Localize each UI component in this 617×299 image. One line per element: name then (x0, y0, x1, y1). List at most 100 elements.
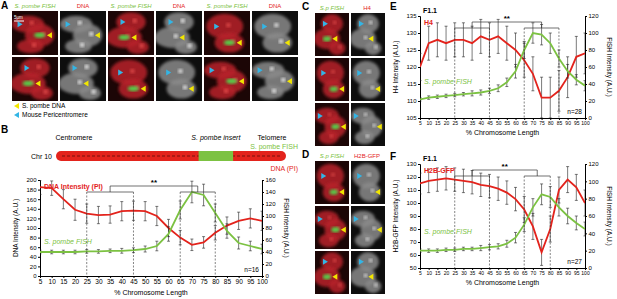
error-bar-cap (566, 64, 569, 65)
fish-signal (331, 124, 339, 129)
tick: 60 (410, 252, 420, 258)
error-bar-cap (497, 248, 500, 249)
chromocenter (130, 69, 134, 73)
tick-label: 15 (60, 278, 68, 285)
error-bar-cap (584, 235, 586, 236)
chromocenter (331, 173, 334, 176)
axis-yticks: 105110115120125130135 (406, 13, 420, 121)
nucleus (319, 234, 339, 248)
tick-label: 70 (531, 120, 537, 126)
tick-label: 35 (470, 120, 476, 126)
error-bar-cap (505, 78, 508, 79)
tick: 30 (461, 118, 467, 126)
tick: 50 (496, 268, 502, 276)
error-bar-cap (497, 200, 500, 201)
arrowhead (287, 78, 292, 84)
tick: 90 (565, 268, 571, 276)
error-bar-cap (436, 95, 439, 96)
error-bar-cap (479, 19, 482, 20)
tick: 90 (236, 276, 244, 285)
merged-image (204, 57, 250, 101)
range-boundary (215, 192, 216, 276)
tick-label: 95 (574, 120, 580, 126)
tick-label: 120 (589, 161, 600, 167)
tick-label: 30 (461, 120, 467, 126)
nucleus (209, 85, 235, 99)
error-bar-cap (436, 56, 439, 57)
error-bar-cap (540, 265, 543, 266)
tick: 15 (435, 268, 441, 276)
figure: AS. pombe FISHDNAS. pombe FISHDNAS. pomb… (0, 0, 617, 299)
error-bar-cap (420, 97, 422, 98)
arrowhead (168, 19, 173, 25)
error-bar-cap (575, 229, 578, 230)
error-bar-cap (155, 225, 158, 226)
tick-mark (418, 118, 420, 119)
panel-label: C (302, 1, 309, 12)
range-boundary (489, 176, 490, 268)
tick: 25 (84, 276, 92, 285)
error-bar-cap (471, 60, 474, 61)
tick-label: 10 (426, 270, 432, 276)
tick: 55 (154, 276, 162, 285)
tick-label: 60 (513, 120, 519, 126)
error-bar-cap (488, 174, 491, 175)
error-bar-cap (120, 220, 123, 221)
tick-label: 5 (419, 120, 422, 126)
error-bar-cap (249, 241, 252, 242)
tick: 80 (585, 196, 596, 202)
axis-line (38, 181, 41, 277)
error-bar-cap (488, 22, 491, 23)
tick-label: 20 (444, 270, 450, 276)
nucleus (319, 131, 339, 145)
arrowhead (210, 67, 215, 73)
series-label: H4 (424, 19, 433, 26)
error-bar-cap (479, 53, 482, 54)
y2-axis-title: FISH Intensity (A.U.) (282, 198, 290, 258)
error-bar-cap (549, 77, 552, 78)
panel-label: A (1, 0, 8, 11)
tick-label: 80 (548, 270, 554, 276)
chromocenter (78, 21, 82, 25)
error-bar-cap (471, 90, 474, 91)
tick-mark (585, 233, 587, 234)
tick: 110 (407, 98, 420, 104)
chromocenter (338, 283, 341, 286)
error-bar-cap (120, 201, 123, 202)
axis-xticks: 5101520253035404550556065707580859095100 (419, 268, 590, 276)
arrowhead (24, 65, 29, 71)
tick: 60 (262, 237, 273, 243)
tick: 100 (262, 213, 276, 219)
error-bar-cap (120, 248, 123, 249)
error-bar-cap (514, 64, 517, 65)
tick: 50 (410, 265, 420, 271)
tick: 130 (406, 30, 420, 36)
range-boundary (524, 28, 525, 118)
error-bar-cap (420, 193, 422, 194)
tick-label: 70 (531, 270, 537, 276)
panel-label: E (390, 1, 397, 12)
error-bar-cap (40, 194, 42, 195)
arrowhead (339, 189, 344, 195)
error-bar-cap (523, 231, 526, 232)
arrowhead (66, 21, 71, 27)
error-bar-cap (540, 239, 543, 240)
plot-area (420, 167, 585, 266)
error-bar-cap (584, 80, 586, 81)
tick: 25 (452, 268, 458, 276)
error-bar-cap (497, 53, 500, 54)
tick: 180 (26, 187, 40, 193)
arrowhead (189, 86, 194, 92)
tick-label: 20 (266, 261, 273, 267)
tick: 75 (539, 118, 545, 126)
tick: 140 (262, 189, 276, 195)
chromocenter (222, 67, 226, 71)
tick-label: 55 (505, 270, 511, 276)
dna-image (351, 13, 385, 56)
error-bar-cap (62, 250, 65, 251)
arrowhead (95, 32, 100, 38)
tick: 95 (574, 118, 580, 126)
tick: 95 (247, 276, 255, 285)
error-bar-cap (445, 60, 448, 61)
error-bar-cap (436, 248, 439, 249)
